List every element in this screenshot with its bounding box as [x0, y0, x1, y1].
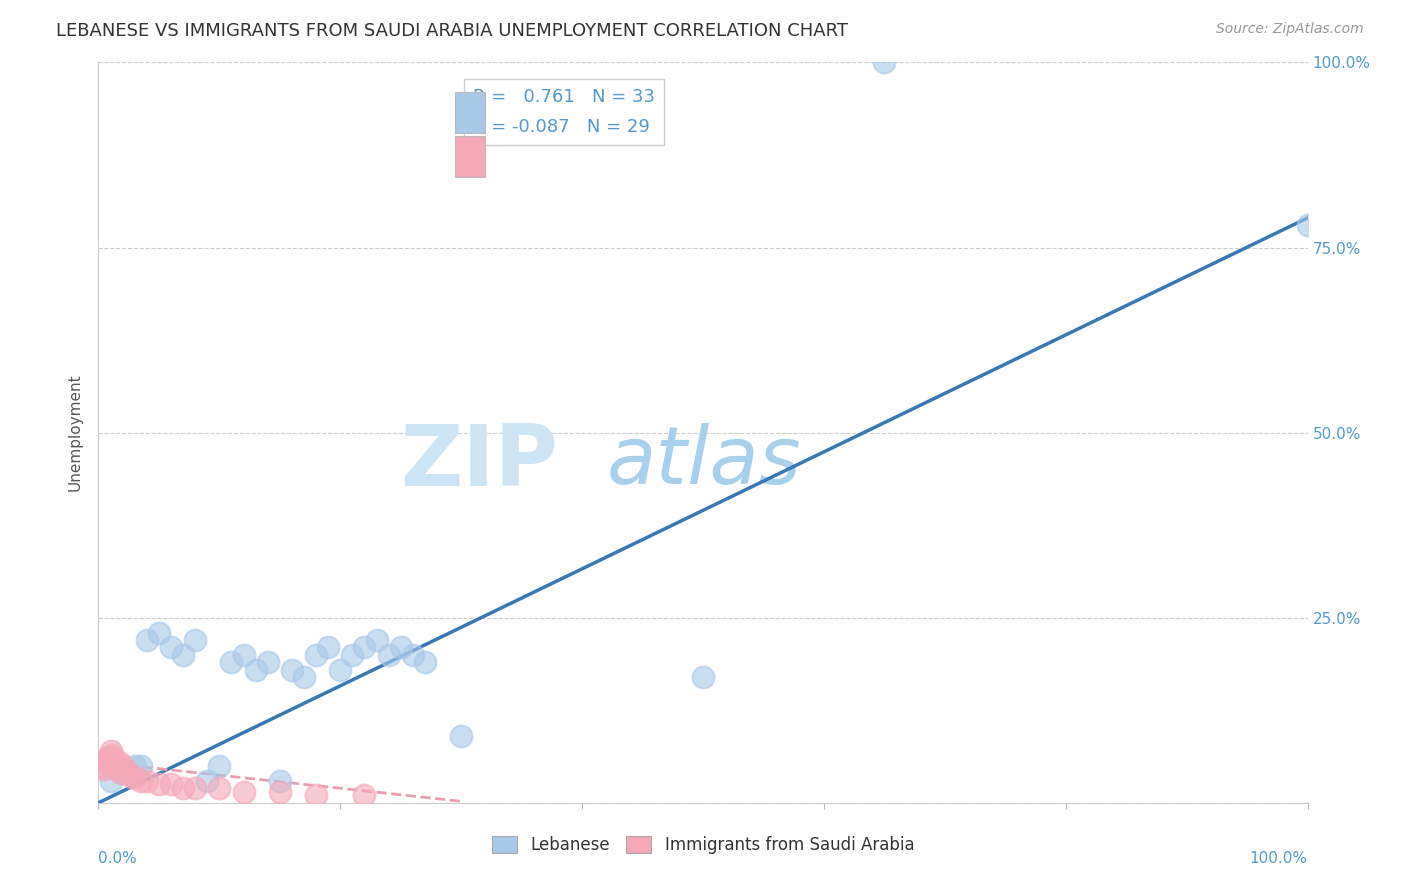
Point — [118, 766, 141, 780]
Point — [100, 747, 122, 762]
Point — [329, 663, 352, 677]
Point — [104, 758, 127, 772]
Point — [292, 670, 315, 684]
Text: 100.0%: 100.0% — [1250, 851, 1308, 866]
Text: ZIP: ZIP — [401, 421, 558, 504]
Point — [129, 773, 152, 788]
Text: Source: ZipAtlas.com: Source: ZipAtlas.com — [1216, 22, 1364, 37]
Point — [121, 770, 143, 784]
Point — [208, 780, 231, 795]
Y-axis label: Unemployment: Unemployment — [67, 374, 83, 491]
Point — [245, 663, 267, 677]
Point — [232, 648, 254, 662]
Point — [1296, 219, 1319, 233]
Point — [305, 648, 328, 662]
Point — [305, 789, 328, 803]
FancyBboxPatch shape — [456, 92, 485, 133]
Point — [148, 777, 170, 791]
Point — [111, 766, 134, 780]
Point — [160, 777, 183, 791]
Point — [135, 632, 157, 647]
Point — [402, 648, 425, 662]
Legend: Lebanese, Immigrants from Saudi Arabia: Lebanese, Immigrants from Saudi Arabia — [485, 830, 921, 861]
Point — [105, 763, 128, 777]
Point — [366, 632, 388, 647]
Point — [281, 663, 304, 677]
Point — [172, 780, 194, 795]
FancyBboxPatch shape — [456, 136, 485, 178]
Point — [96, 751, 118, 765]
Point — [100, 773, 122, 788]
Point — [208, 758, 231, 772]
Point — [160, 640, 183, 655]
Point — [377, 648, 399, 662]
Point — [256, 655, 278, 669]
Point — [184, 780, 207, 795]
Point — [316, 640, 339, 655]
Point — [110, 766, 132, 780]
Point — [195, 773, 218, 788]
Point — [221, 655, 243, 669]
Point — [353, 789, 375, 803]
Point — [450, 729, 472, 743]
Point — [413, 655, 436, 669]
Point — [93, 763, 115, 777]
Text: atlas: atlas — [606, 423, 801, 501]
Point — [135, 773, 157, 788]
Text: LEBANESE VS IMMIGRANTS FROM SAUDI ARABIA UNEMPLOYMENT CORRELATION CHART: LEBANESE VS IMMIGRANTS FROM SAUDI ARABIA… — [56, 22, 848, 40]
Point — [232, 785, 254, 799]
Point — [114, 763, 136, 777]
Point — [101, 751, 124, 765]
Point — [129, 758, 152, 772]
Point — [111, 758, 134, 772]
Text: 0.0%: 0.0% — [98, 851, 138, 866]
Point — [353, 640, 375, 655]
Point — [389, 640, 412, 655]
Point — [124, 770, 146, 784]
Point — [692, 670, 714, 684]
Point — [108, 755, 131, 769]
Point — [172, 648, 194, 662]
Text: R =   0.761   N = 33
R = -0.087   N = 29: R = 0.761 N = 33 R = -0.087 N = 29 — [474, 88, 655, 136]
Point — [269, 785, 291, 799]
Point — [148, 625, 170, 640]
Point — [98, 755, 121, 769]
Point — [124, 758, 146, 772]
Point — [342, 648, 364, 662]
Point — [873, 55, 896, 70]
Point — [184, 632, 207, 647]
Point — [269, 773, 291, 788]
Point — [94, 755, 117, 769]
Point — [100, 744, 122, 758]
Point — [91, 758, 114, 772]
Point — [97, 751, 120, 765]
Point — [118, 766, 141, 780]
